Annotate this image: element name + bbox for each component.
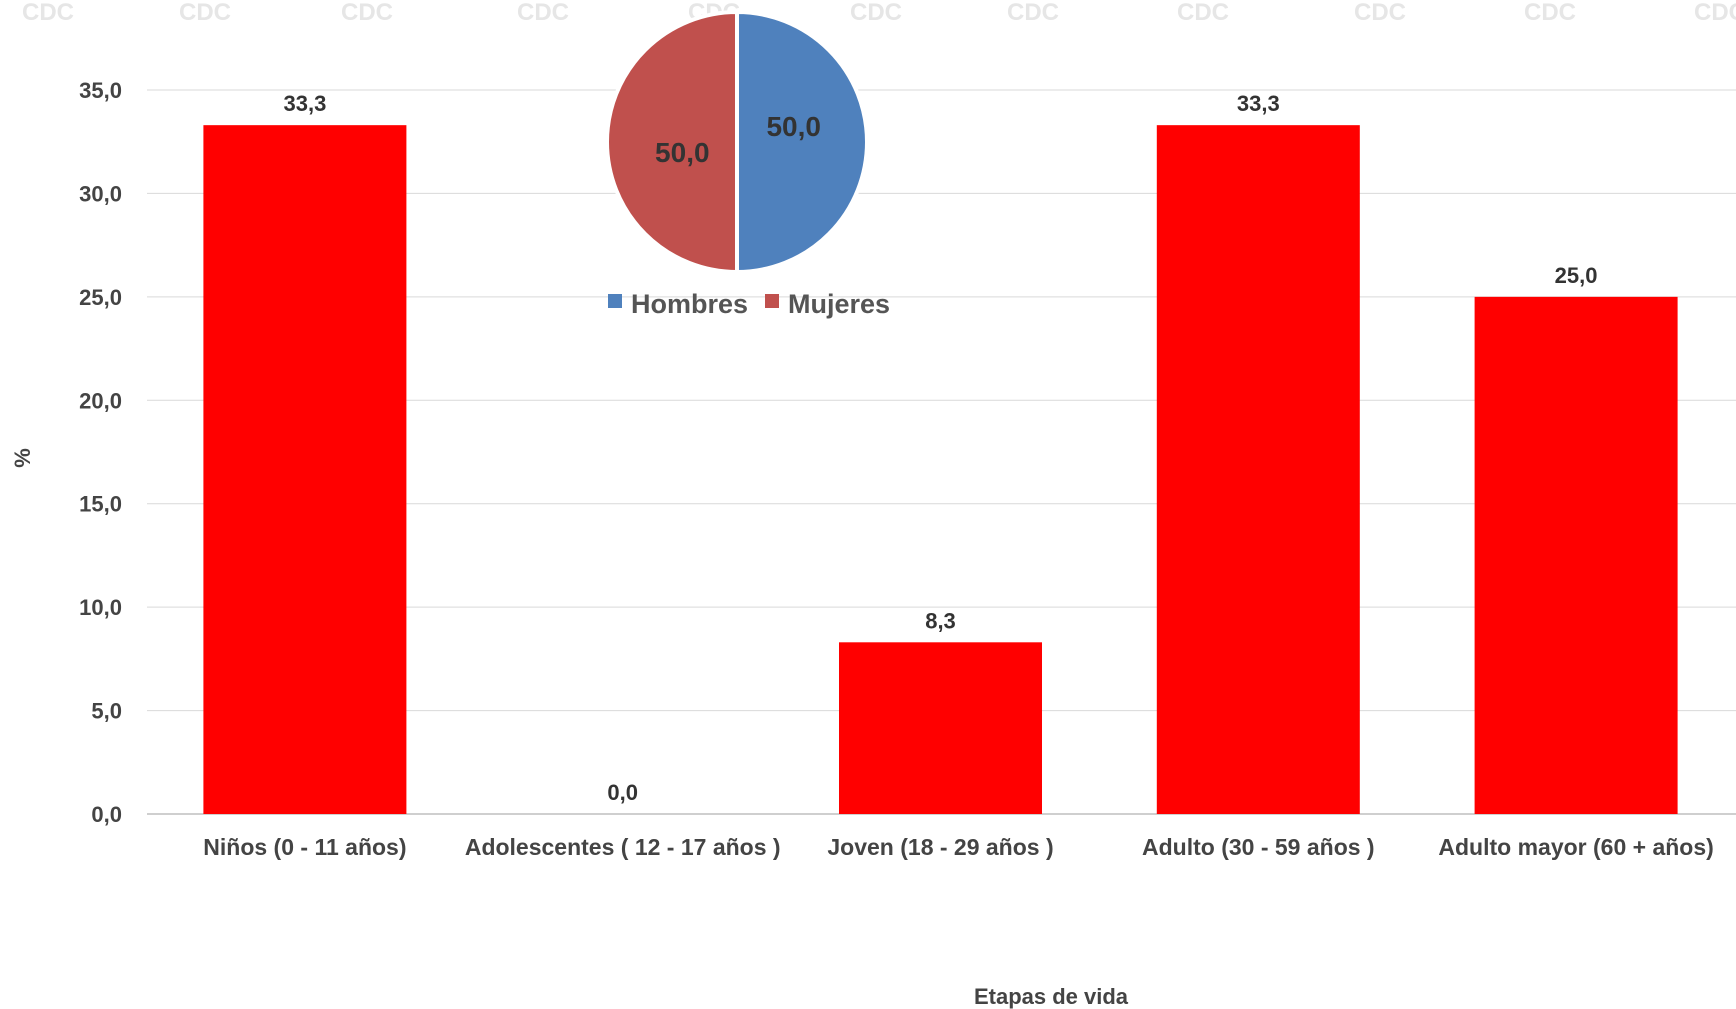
bar-chart: 0,0 5,0 10,0 15,0 20,0 25,0 30,0 35,0 33,3 0,0 8,… (10, 78, 1736, 1009)
pie-chart: 50,0 50,0 Hombres Mujeres (605, 9, 890, 319)
y-tick-label: 25,0 (79, 285, 122, 310)
bar-value-label: 25,0 (1555, 263, 1598, 288)
x-category-label: Adulto (30 - 59 años ) (1142, 834, 1375, 860)
watermark-text: CDC (1177, 0, 1229, 26)
watermark-text: CDC (850, 0, 902, 26)
legend-swatch (608, 294, 622, 308)
bars (203, 125, 1678, 814)
bar (203, 125, 407, 814)
y-axis-ticks: 0,0 5,0 10,0 15,0 20,0 25,0 30,0 35,0 (79, 78, 122, 827)
y-tick-label: 15,0 (79, 492, 122, 517)
watermark-row: CDCCDCCDCCDCCDCCDCCDCCDCCDCCDCCDC (22, 0, 1736, 26)
watermark-text: CDC (22, 0, 74, 26)
y-tick-label: 0,0 (91, 802, 122, 827)
watermark-text: CDC (179, 0, 231, 26)
watermark-text: CDC (1524, 0, 1576, 26)
y-tick-label: 35,0 (79, 78, 122, 103)
pie-legend: Hombres Mujeres (608, 289, 890, 319)
pie-slice-mujeres (605, 9, 739, 275)
legend-label: Hombres (631, 289, 748, 319)
watermark-text: CDC (341, 0, 393, 26)
bar-value-labels: 33,3 0,0 8,3 33,3 25,0 (283, 91, 1597, 805)
x-axis-title: Etapas de vida (974, 984, 1129, 1009)
watermark-text: CDC (1354, 0, 1406, 26)
legend-label: Mujeres (788, 289, 890, 319)
x-axis-categories: Niños (0 - 11 años) Adolescentes ( 12 - 1… (203, 834, 1714, 860)
x-category-label: Adulto mayor (60 + años) (1438, 834, 1713, 860)
x-category-label: Joven (18 - 29 años ) (827, 834, 1053, 860)
bar-value-label: 0,0 (607, 780, 638, 805)
pie-slice-label: 50,0 (655, 137, 710, 168)
y-tick-label: 5,0 (91, 699, 122, 724)
legend-swatch (765, 294, 779, 308)
watermark-text: CDC (517, 0, 569, 26)
bar (1156, 125, 1360, 814)
y-tick-label: 30,0 (79, 181, 122, 206)
bar (839, 642, 1042, 814)
y-axis-title: % (10, 448, 35, 468)
watermark-text: CDC (1007, 0, 1059, 26)
x-category-label: Adolescentes ( 12 - 17 años ) (465, 834, 781, 860)
bar (1474, 296, 1678, 814)
pie-slices (605, 9, 869, 275)
bar-value-label: 8,3 (925, 608, 956, 633)
pie-slice-labels: 50,0 50,0 (655, 111, 821, 168)
bar-value-label: 33,3 (1237, 91, 1280, 116)
y-tick-label: 10,0 (79, 595, 122, 620)
watermark-text: CDC (1694, 0, 1736, 26)
y-tick-label: 20,0 (79, 388, 122, 413)
pie-slice-hombres (735, 9, 869, 275)
pie-slice-label: 50,0 (766, 111, 821, 142)
bar-value-label: 33,3 (283, 91, 326, 116)
x-category-label: Niños (0 - 11 años) (203, 834, 406, 860)
